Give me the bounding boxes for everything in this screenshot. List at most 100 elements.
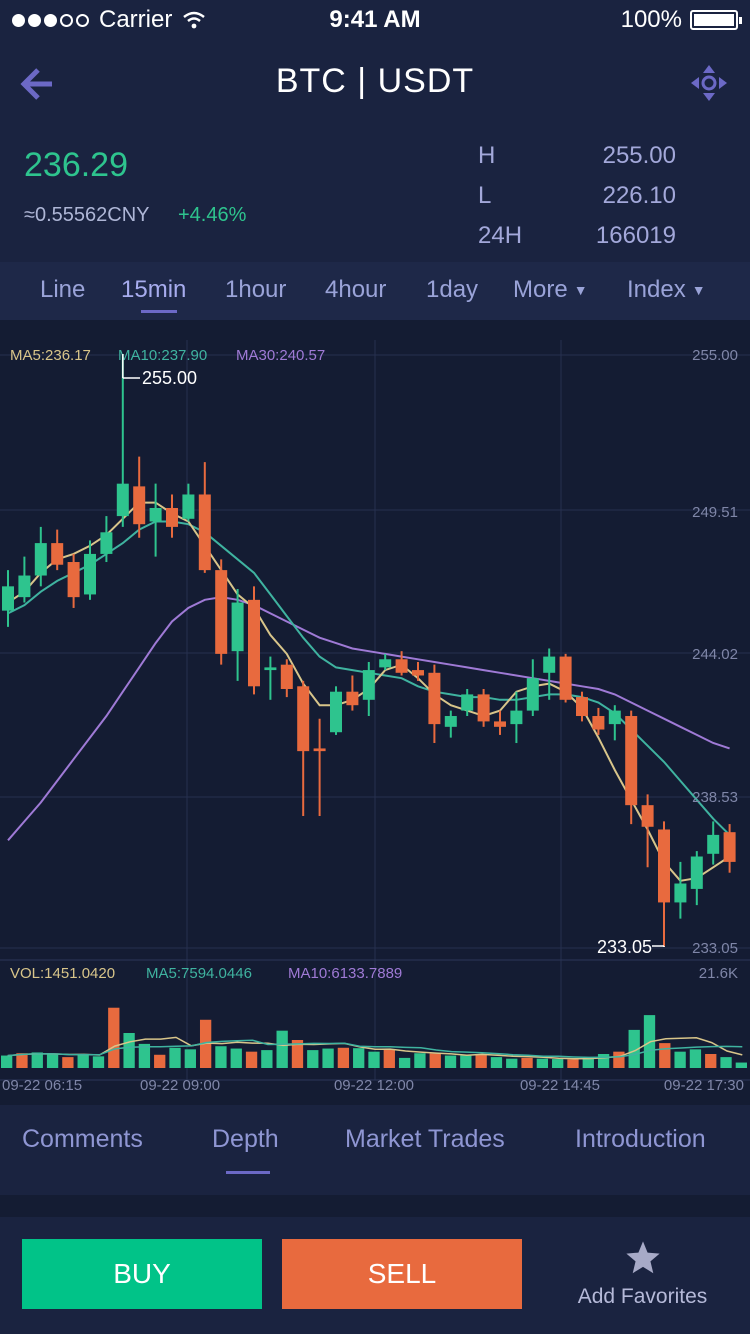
volume-bar: [230, 1048, 242, 1068]
volume-bar: [398, 1057, 411, 1068]
candle-body: [280, 664, 293, 689]
candle-body: [346, 691, 359, 706]
candle-body: [576, 697, 588, 717]
volume-bar: [31, 1052, 43, 1068]
stat-24h: 24H 166019: [478, 216, 728, 256]
move-icon[interactable]: [690, 64, 728, 102]
kline-chart-svg: MA5:236.17 MA10:237.90 MA30:240.57 255.00 24…: [0, 340, 750, 1094]
max-marker-label: 255.00: [142, 368, 197, 388]
candle-body: [2, 586, 14, 611]
wifi-icon: [183, 11, 206, 29]
tab-1hour[interactable]: 1hour: [225, 276, 286, 304]
y-tick-label: 255.00: [692, 347, 738, 364]
caret-down-icon: ▼: [691, 282, 706, 298]
last-price: 236.29: [24, 146, 128, 184]
candle-body: [18, 575, 31, 598]
volume-bar: [414, 1053, 426, 1068]
favorites-label: Add Favorites: [577, 1285, 708, 1308]
volume-bar: [475, 1054, 487, 1068]
volume-bar: [108, 1007, 120, 1068]
tab-depth[interactable]: Depth: [212, 1125, 279, 1154]
volume-bar: [291, 1040, 304, 1068]
volume-bar: [46, 1054, 59, 1068]
volume-bar: [62, 1057, 74, 1068]
tab-1day[interactable]: 1day: [426, 276, 478, 304]
volume-bar: [444, 1055, 457, 1068]
tab-line[interactable]: Line: [40, 276, 85, 304]
action-bar: BUY SELL Add Favorites: [0, 1217, 750, 1334]
tab-15min[interactable]: 15min: [121, 276, 186, 304]
volume-legend-label: MA5:7594.0446: [146, 965, 252, 982]
candle-body: [51, 543, 64, 565]
candle-body: [149, 507, 162, 522]
volume-bar: [92, 1056, 105, 1068]
volume-bar: [674, 1051, 686, 1068]
candle-body: [198, 494, 211, 571]
buy-button[interactable]: BUY: [22, 1239, 262, 1309]
status-left: Carrier: [12, 6, 206, 34]
candle-body: [166, 507, 178, 527]
stat-value: 255.00: [602, 142, 676, 169]
more-dropdown[interactable]: More ▼: [513, 276, 588, 304]
y-tick-label: 244.02: [692, 646, 738, 663]
candle-body: [526, 678, 539, 711]
active-tab-indicator: [141, 310, 177, 313]
sell-button[interactable]: SELL: [282, 1239, 522, 1309]
ma-legend-label: MA30:240.57: [236, 347, 325, 364]
tab-label: Introduction: [575, 1125, 706, 1153]
period-tabs: Line 15min 1hour 4hour 1day More ▼ Index ▼: [0, 262, 750, 320]
volume-bar: [613, 1051, 625, 1068]
tab-4hour[interactable]: 4hour: [325, 276, 386, 304]
volume-bar: [276, 1030, 288, 1068]
volume-bar: [628, 1029, 640, 1068]
volume-bar: [705, 1054, 717, 1068]
status-time: 9:41 AM: [329, 6, 421, 33]
candle-body: [658, 829, 670, 903]
min-marker-label: 233.05: [597, 937, 652, 957]
candle-body: [116, 483, 129, 517]
star-icon: [625, 1241, 660, 1274]
add-favorites-button[interactable]: Add Favorites: [560, 1239, 725, 1309]
tab-label: 4hour: [325, 276, 387, 303]
stat-high: H 255.00: [478, 136, 728, 176]
volume-bar: [552, 1059, 564, 1068]
index-dropdown[interactable]: Index ▼: [627, 276, 706, 304]
volume-bar: [567, 1059, 579, 1068]
status-bar: Carrier 9:41 AM 100%: [0, 0, 750, 40]
candle-body: [248, 599, 260, 687]
candle-body: [510, 710, 523, 725]
volume-bar: [245, 1051, 258, 1068]
tab-label: Depth: [212, 1125, 279, 1153]
tab-label: Comments: [22, 1125, 143, 1153]
stat-label: L: [478, 182, 492, 209]
volume-bar: [735, 1062, 747, 1068]
battery-percent: 100%: [620, 6, 682, 33]
candle-body: [362, 670, 375, 700]
volume-bar: [536, 1058, 549, 1068]
back-arrow-icon[interactable]: [18, 64, 58, 104]
volume-bar: [353, 1048, 365, 1068]
candle-body: [231, 602, 244, 652]
candle-body: [133, 486, 146, 525]
volume-bar: [215, 1046, 227, 1068]
ma-legend-label: MA10:237.90: [118, 347, 207, 364]
volume-bar: [368, 1051, 380, 1068]
candle-body: [707, 834, 720, 854]
stat-label: H: [478, 142, 496, 169]
volume-bar: [307, 1050, 319, 1068]
x-tick-label: 09-22 17:30: [664, 1077, 744, 1094]
tab-introduction[interactable]: Introduction: [575, 1125, 706, 1154]
tab-comments[interactable]: Comments: [22, 1125, 143, 1154]
tab-label: Index: [627, 276, 686, 303]
tab-label: Market Trades: [345, 1125, 505, 1153]
kline-chart[interactable]: MA5:236.17 MA10:237.90 MA30:240.57 255.00 24…: [0, 320, 750, 1105]
ticker-panel: 236.29 ≈0.55562CNY +4.46% H 255.00 L 226…: [0, 128, 750, 262]
x-tick-label: 09-22 12:00: [334, 1077, 414, 1094]
x-tick-label: 09-22 14:45: [520, 1077, 600, 1094]
volume-bar: [77, 1054, 89, 1068]
candle-body: [723, 832, 736, 862]
ticker-stats: H 255.00 L 226.10 24H 166019: [478, 136, 728, 256]
tab-market-trades[interactable]: Market Trades: [345, 1125, 505, 1154]
volume-bar: [123, 1033, 135, 1068]
tab-label: 1hour: [225, 276, 287, 303]
